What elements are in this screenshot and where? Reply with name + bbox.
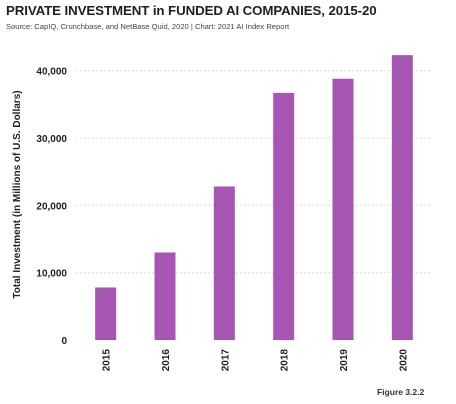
bar-2018 bbox=[273, 92, 295, 341]
bar-2019 bbox=[332, 78, 354, 340]
y-tick-layer: 0 10,000 20,000 30,000 40,000 bbox=[36, 67, 67, 347]
x-tick-label: 2016 bbox=[161, 349, 172, 372]
x-tick-label: 2019 bbox=[339, 349, 350, 372]
x-tick-layer: 2015 2016 2017 2018 2019 2020 bbox=[102, 349, 410, 372]
x-tick-label: 2017 bbox=[220, 349, 231, 372]
bar-2020 bbox=[391, 55, 413, 341]
x-tick-label: 2020 bbox=[398, 349, 409, 372]
y-tick-label: 0 bbox=[61, 336, 67, 347]
grid-layer bbox=[76, 70, 432, 274]
x-tick-label: 2015 bbox=[102, 349, 113, 372]
y-tick-label: 30,000 bbox=[36, 134, 67, 145]
chart-title: PRIVATE INVESTMENT in FUNDED AI COMPANIE… bbox=[6, 3, 377, 18]
figure-label: Figure 3.2.2 bbox=[377, 387, 425, 397]
bar-2015 bbox=[95, 287, 117, 340]
y-tick-label: 10,000 bbox=[36, 269, 67, 280]
bar-layer bbox=[95, 55, 413, 341]
y-tick-label: 20,000 bbox=[36, 201, 67, 212]
bar-2017 bbox=[213, 186, 235, 340]
bar-2016 bbox=[154, 252, 176, 340]
x-tick-label: 2018 bbox=[280, 349, 291, 372]
y-axis-title: Total Investment (in Millions of U.S. Do… bbox=[12, 90, 23, 298]
chart-subtitle: Source: CapIQ, Crunchbase, and NetBase Q… bbox=[6, 22, 290, 31]
y-tick-label: 40,000 bbox=[36, 67, 67, 78]
